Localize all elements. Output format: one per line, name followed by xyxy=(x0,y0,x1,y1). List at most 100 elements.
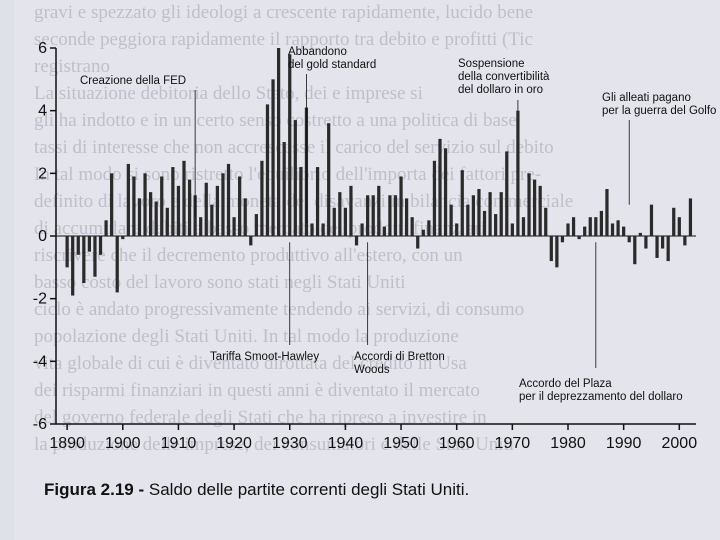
bar xyxy=(238,176,242,236)
bar xyxy=(310,223,314,236)
bar xyxy=(616,220,620,236)
bar xyxy=(438,138,442,236)
bar xyxy=(477,189,481,236)
y-tick-label: 0 xyxy=(38,228,47,245)
book-page: gravi e spezzato gli ideologi a crescent… xyxy=(14,0,720,540)
bar xyxy=(215,185,220,236)
bar xyxy=(265,104,270,237)
bar xyxy=(82,236,86,283)
bar xyxy=(65,236,69,268)
figure-label: Figura 2.19 - xyxy=(44,480,145,499)
bar xyxy=(588,217,592,236)
bar xyxy=(688,198,693,236)
bar xyxy=(315,167,320,236)
bar xyxy=(677,217,681,236)
bar xyxy=(627,236,631,243)
bar xyxy=(104,220,108,236)
bar xyxy=(410,217,414,236)
y-tick-label: 2 xyxy=(38,165,47,182)
bar xyxy=(232,217,236,236)
bar xyxy=(449,204,453,236)
x-tick-label: 1900 xyxy=(105,435,141,452)
bar xyxy=(644,236,648,249)
bar xyxy=(260,160,264,236)
bar xyxy=(532,179,537,236)
bar xyxy=(126,163,130,236)
bar xyxy=(566,223,570,236)
bar xyxy=(204,182,208,236)
x-tick-label: 1970 xyxy=(495,435,531,452)
bar xyxy=(427,220,431,236)
bar xyxy=(71,236,75,296)
bar xyxy=(583,226,587,236)
bar xyxy=(527,173,531,236)
bar xyxy=(521,217,526,236)
x-tick-label: 1980 xyxy=(550,435,586,452)
bar xyxy=(421,229,425,236)
bar xyxy=(115,236,119,293)
bar xyxy=(443,148,448,236)
bar xyxy=(538,185,542,236)
bar xyxy=(466,204,470,236)
y-tick-label: -6 xyxy=(33,416,47,433)
bar xyxy=(432,160,437,236)
bar xyxy=(371,195,375,236)
annotation-label: Tariffa Smoot-Hawley xyxy=(210,351,319,363)
x-tick-label: 1990 xyxy=(606,435,642,452)
bar xyxy=(187,179,192,236)
annotation-label: Sospensione della convertibilità del dolla… xyxy=(458,58,550,96)
bar xyxy=(360,223,364,236)
bar xyxy=(460,170,464,236)
bar xyxy=(610,223,615,236)
bar xyxy=(299,167,303,236)
bar xyxy=(338,192,342,236)
bar xyxy=(516,110,520,236)
bar xyxy=(271,79,275,236)
x-tick-label: 1940 xyxy=(328,435,364,452)
bar xyxy=(76,236,80,255)
bar xyxy=(249,236,253,246)
figure-caption: Figura 2.19 - Saldo delle partite corren… xyxy=(44,480,469,500)
bar xyxy=(599,210,604,236)
bar xyxy=(388,195,392,236)
x-tick-label: 2000 xyxy=(662,435,698,452)
bar xyxy=(93,236,97,277)
bar xyxy=(276,48,281,236)
bar xyxy=(343,207,348,236)
bar xyxy=(605,189,609,236)
bar xyxy=(510,223,514,236)
bar xyxy=(288,54,292,237)
bar xyxy=(243,198,247,236)
bar xyxy=(638,232,642,236)
x-tick-label: 1950 xyxy=(383,435,419,452)
bar xyxy=(399,176,403,236)
bar xyxy=(366,195,370,236)
bar xyxy=(148,192,153,236)
x-tick-label: 1910 xyxy=(161,435,197,452)
bar xyxy=(549,236,553,262)
bar xyxy=(683,236,687,246)
bar xyxy=(471,195,476,236)
bar xyxy=(622,226,626,236)
bar xyxy=(199,217,203,236)
bar xyxy=(382,226,386,236)
bar xyxy=(571,217,576,236)
bar xyxy=(176,185,181,236)
bar xyxy=(377,185,381,236)
bar xyxy=(182,160,186,236)
bar xyxy=(221,173,225,236)
bar xyxy=(160,176,164,236)
bar xyxy=(655,236,659,258)
bar xyxy=(544,207,548,236)
bar xyxy=(143,173,147,236)
bar xyxy=(137,198,142,236)
figure-caption-text: Saldo delle partite correnti degli Stati… xyxy=(148,480,470,499)
x-tick-label: 1960 xyxy=(439,435,475,452)
annotation-label: Accordo del Plaza per il deprezzamento de… xyxy=(519,378,683,403)
bar xyxy=(594,217,598,236)
bar xyxy=(349,185,353,236)
bar xyxy=(499,192,503,236)
bar xyxy=(254,214,258,236)
